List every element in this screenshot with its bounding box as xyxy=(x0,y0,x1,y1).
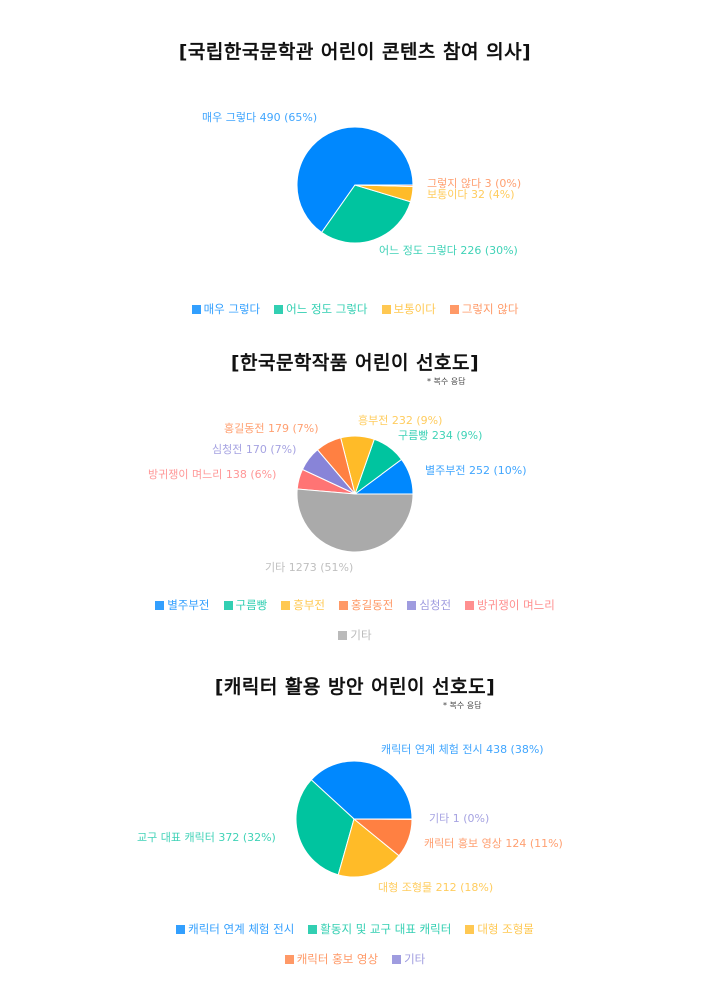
slice-label: 캐릭터 연계 체험 전시 438 (38%) xyxy=(381,743,544,756)
slice-label: 흥부전 232 (9%) xyxy=(358,414,443,427)
legend-item[interactable]: 심청전 xyxy=(407,597,451,613)
legend-label: 별주부전 xyxy=(167,598,210,612)
slice-label: 교구 대표 캐릭터 372 (32%) xyxy=(137,831,276,844)
legend-label: 대형 조형물 xyxy=(477,922,534,936)
legend-label: 심청전 xyxy=(419,598,452,612)
legend-label: 보통이다 xyxy=(393,302,436,316)
legend-label: 매우 그렇다 xyxy=(203,302,261,316)
legend-swatch-icon xyxy=(223,600,233,610)
legend-label: 캐릭터 연계 체험 전시 xyxy=(188,922,295,936)
chart-2-legend: 별주부전 구름빵 흥부전 홍길동전 심청전 방귀쟁이 며느리 xyxy=(0,597,710,613)
chart-3-legend: 캐릭터 홍보 영상 기타 xyxy=(0,951,710,967)
pie-slice[interactable] xyxy=(295,779,355,876)
legend-label: 구름빵 xyxy=(235,598,268,612)
slice-label: 매우 그렇다 490 (65%) xyxy=(202,111,318,124)
legend-item[interactable]: 기타 xyxy=(392,951,425,967)
legend-item[interactable]: 어느 정도 그렇다 xyxy=(274,301,368,317)
legend-item[interactable]: 기타 xyxy=(338,627,372,643)
pie-chart-1 xyxy=(296,126,414,244)
legend-swatch-icon xyxy=(191,304,201,314)
legend-item[interactable]: 활동지 및 교구 대표 캐릭터 xyxy=(308,921,451,937)
legend-label: 캐릭터 홍보 영상 xyxy=(296,952,379,966)
chart-2-note: * 복수 응답 xyxy=(427,377,466,386)
legend-item[interactable]: 별주부전 xyxy=(155,597,210,613)
chart-3-legend: 캐릭터 연계 체험 전시 활동지 및 교구 대표 캐릭터 대형 조형물 xyxy=(0,921,710,937)
legend-item[interactable]: 구름빵 xyxy=(223,597,268,613)
slice-label: 구름빵 234 (9%) xyxy=(398,429,483,442)
legend-swatch-icon xyxy=(281,600,291,610)
chart-2-legend: 기타 xyxy=(0,627,710,643)
legend-swatch-icon xyxy=(465,924,475,934)
slice-label: 심청전 170 (7%) xyxy=(212,443,297,456)
slice-label: 대형 조형물 212 (18%) xyxy=(378,881,494,894)
pie-slice[interactable] xyxy=(320,184,412,244)
legend-swatch-icon xyxy=(392,954,402,964)
legend-label: 기타 xyxy=(350,628,372,642)
legend-swatch-icon xyxy=(339,600,349,610)
slice-label: 기타 1273 (51%) xyxy=(265,561,354,574)
chart-3-title: [캐릭터 활용 방안 어린이 선호도] xyxy=(214,676,496,698)
slice-label: 어느 정도 그렇다 226 (30%) xyxy=(379,244,518,257)
legend-item[interactable]: 매우 그렇다 xyxy=(191,301,261,317)
legend-swatch-icon xyxy=(155,600,165,610)
chart-3-note: * 복수 응답 xyxy=(443,701,482,710)
slice-label: 홍길동전 179 (7%) xyxy=(224,422,319,435)
legend-label: 방귀쟁이 며느리 xyxy=(477,598,555,612)
legend-item[interactable]: 대형 조형물 xyxy=(465,921,534,937)
pie-slice[interactable] xyxy=(354,184,414,187)
chart-1-title: [국립한국문학관 어린이 콘텐츠 참여 의사] xyxy=(178,41,532,63)
legend-label: 활동지 및 교구 대표 캐릭터 xyxy=(320,922,452,936)
slice-label: 방귀쟁이 며느리 138 (6%) xyxy=(148,468,277,481)
slice-label: 그렇지 않다 3 (0%) xyxy=(427,177,522,190)
slice-label: 기타 1 (0%) xyxy=(429,812,490,825)
chart-1-legend: 매우 그렇다 어느 정도 그렇다 보통이다 그렇지 않다 xyxy=(0,301,710,317)
legend-swatch-icon xyxy=(449,304,459,314)
legend-item[interactable]: 그렇지 않다 xyxy=(449,301,519,317)
slice-label: 보통이다 32 (4%) xyxy=(427,188,515,201)
legend-swatch-icon xyxy=(465,600,475,610)
legend-swatch-icon xyxy=(407,600,417,610)
legend-swatch-icon xyxy=(381,304,391,314)
legend-label: 어느 정도 그렇다 xyxy=(286,302,368,316)
legend-swatch-icon xyxy=(338,630,348,640)
chart-2-title: [한국문학작품 어린이 선호도] xyxy=(230,352,480,374)
legend-item[interactable]: 캐릭터 연계 체험 전시 xyxy=(176,921,294,937)
legend-item[interactable]: 방귀쟁이 며느리 xyxy=(465,597,555,613)
legend-label: 그렇지 않다 xyxy=(461,302,519,316)
pie-slice[interactable] xyxy=(296,488,414,553)
legend-swatch-icon xyxy=(176,924,186,934)
pie-slice[interactable] xyxy=(296,126,414,234)
legend-label: 흥부전 xyxy=(293,598,326,612)
legend-swatch-icon xyxy=(274,304,284,314)
pie-slice[interactable] xyxy=(310,760,413,820)
legend-item[interactable]: 보통이다 xyxy=(381,301,436,317)
legend-label: 기타 xyxy=(404,952,426,966)
pie-chart-2 xyxy=(296,435,414,553)
pie-chart-3 xyxy=(295,760,413,878)
pie-slice[interactable] xyxy=(337,818,400,878)
legend-swatch-icon xyxy=(308,924,318,934)
legend-label: 홍길동전 xyxy=(351,598,394,612)
legend-item[interactable]: 캐릭터 홍보 영상 xyxy=(284,951,379,967)
legend-item[interactable]: 홍길동전 xyxy=(339,597,393,613)
slice-label: 캐릭터 홍보 영상 124 (11%) xyxy=(424,837,563,850)
legend-item[interactable]: 흥부전 xyxy=(281,597,325,613)
legend-swatch-icon xyxy=(284,954,294,964)
slice-label: 별주부전 252 (10%) xyxy=(425,464,527,477)
